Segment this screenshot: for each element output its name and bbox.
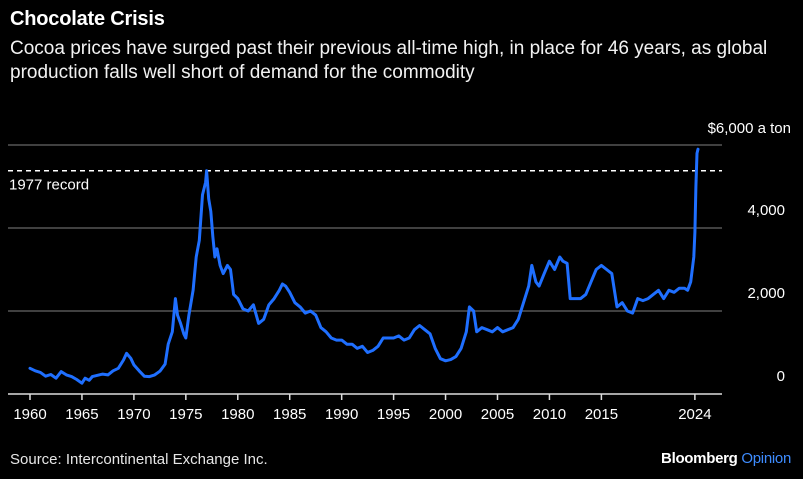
x-tick-label: 2005 [481,406,514,423]
x-tick-label: 1970 [117,406,150,423]
x-tick-label: 2015 [585,406,618,423]
series-layer [28,147,700,385]
y-tick-label: 0 [777,368,785,385]
x-tick-label: 1965 [65,406,98,423]
cocoa-price-line [28,147,700,385]
bloomberg-opinion-logo: Bloomberg Opinion [661,450,791,467]
x-tick-label: 1990 [325,406,358,423]
brand-main: Bloomberg [661,450,738,467]
x-tick-label: 1985 [273,406,306,423]
y-axis-labels: 0 2,000 4,000 $6,000 a ton [708,120,791,385]
x-tick-label: 1960 [13,406,46,423]
y-tick-label: 4,000 [747,202,785,219]
reference-layer: 1977 record [8,169,722,194]
x-tick-label: 2010 [533,406,566,423]
y-tick-label: 2,000 [747,285,785,302]
page-title: Chocolate Crisis [10,8,165,30]
source-note: Source: Intercontinental Exchange Inc. [10,451,268,468]
grid-layer [8,144,722,400]
record-reference-label: 1977 record [9,177,89,194]
x-tick-label: 1980 [221,406,254,423]
brand-accent: Opinion [741,450,791,467]
x-tick-label: 2024 [678,406,711,423]
x-tick-label: 2000 [429,406,462,423]
x-tick-label: 1975 [169,406,202,423]
x-tick-label: 1995 [377,406,410,423]
x-axis-labels: 1960 1965 1970 1975 1980 1985 1990 1995 2000 2005… [13,406,711,423]
y-tick-label: $6,000 a ton [708,120,791,137]
page-subtitle: Cocoa prices have surged past their prev… [10,38,768,83]
